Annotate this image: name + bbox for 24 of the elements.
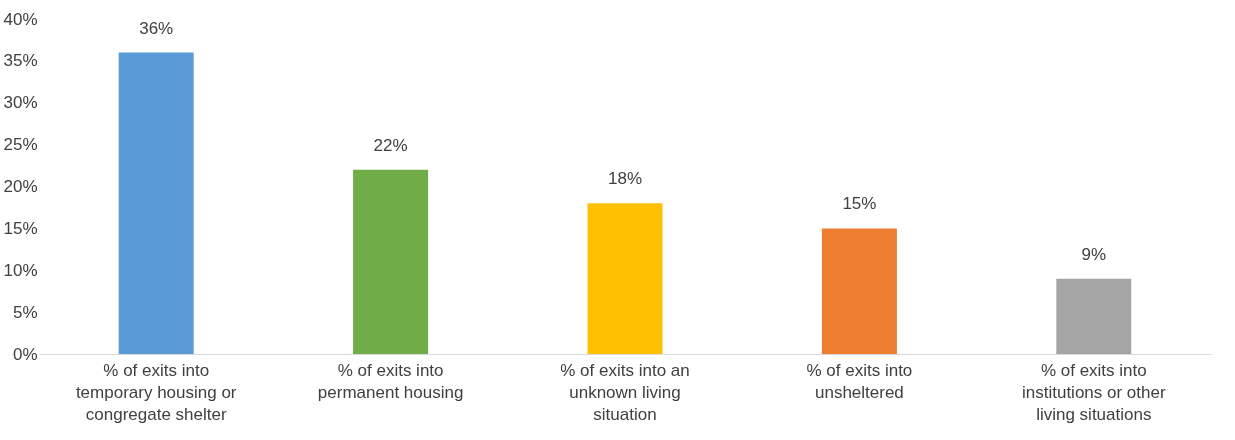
y-tick-label: 25%: [3, 135, 38, 155]
bar: [821, 228, 897, 354]
y-tick-label: 0%: [12, 344, 38, 364]
data-label: 36%: [139, 18, 174, 38]
data-label: 22%: [373, 135, 408, 155]
y-tick-label: 15%: [3, 218, 38, 238]
bar: [118, 52, 194, 354]
y-tick-label: 5%: [12, 302, 38, 322]
x-tick-label: % of exits into temporary housing or congregate shelter: [75, 360, 237, 424]
y-tick-label: 35%: [3, 51, 38, 71]
data-label: 9%: [1081, 244, 1107, 264]
x-tick-label: % of exits into institutions or other living situations: [1021, 360, 1166, 424]
x-tick-label: % of exits into unsheltered: [806, 360, 913, 402]
y-tick-label: 20%: [3, 177, 38, 196]
data-label: 15%: [842, 194, 877, 214]
bar: [587, 203, 663, 354]
bar: [1056, 278, 1132, 354]
x-tick-label: % of exits into an unknown living situation: [560, 360, 690, 424]
y-tick-label: 40%: [3, 9, 38, 29]
y-tick-label: 10%: [3, 260, 38, 280]
x-tick-label: % of exits into permanent housing: [317, 360, 464, 402]
data-label: 18%: [607, 169, 643, 189]
bar: [353, 169, 429, 354]
y-tick-label: 30%: [3, 93, 38, 113]
